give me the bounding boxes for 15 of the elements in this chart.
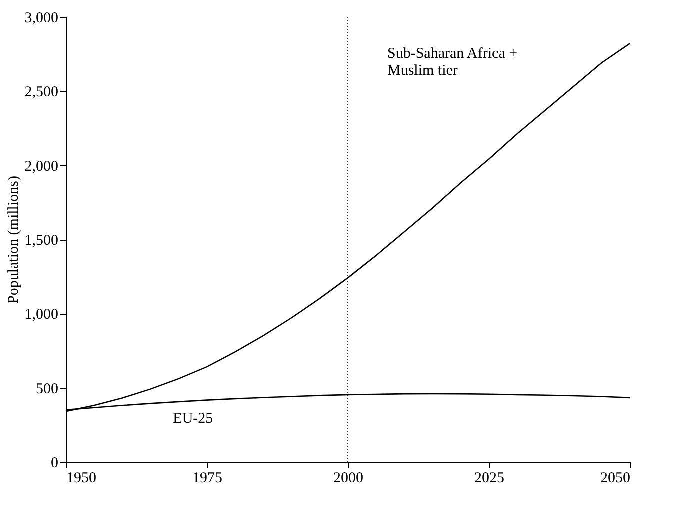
y-tick-label: 3,000	[24, 10, 58, 26]
y-tick-label: 2,000	[24, 158, 58, 175]
y-axis-title: Population (millions)	[6, 176, 22, 304]
y-tick-label: 0	[51, 456, 58, 472]
y-tick-label: 1,000	[24, 307, 58, 324]
y-tick-label: 2,500	[24, 84, 58, 101]
text: Sub-Saharan Africa + Muslim tier	[387, 46, 518, 79]
x-tick-label: 2025	[474, 470, 504, 486]
y-tick-label: 500	[36, 381, 58, 398]
x-tick-label: 1950	[66, 470, 96, 486]
x-tick-label: 1975	[192, 470, 222, 486]
series-label: EU-25	[173, 410, 214, 427]
x-tick-label: 2000	[334, 470, 364, 486]
x-tick-label: 2050	[600, 470, 630, 486]
y-tick-label: 1,500	[24, 233, 58, 249]
